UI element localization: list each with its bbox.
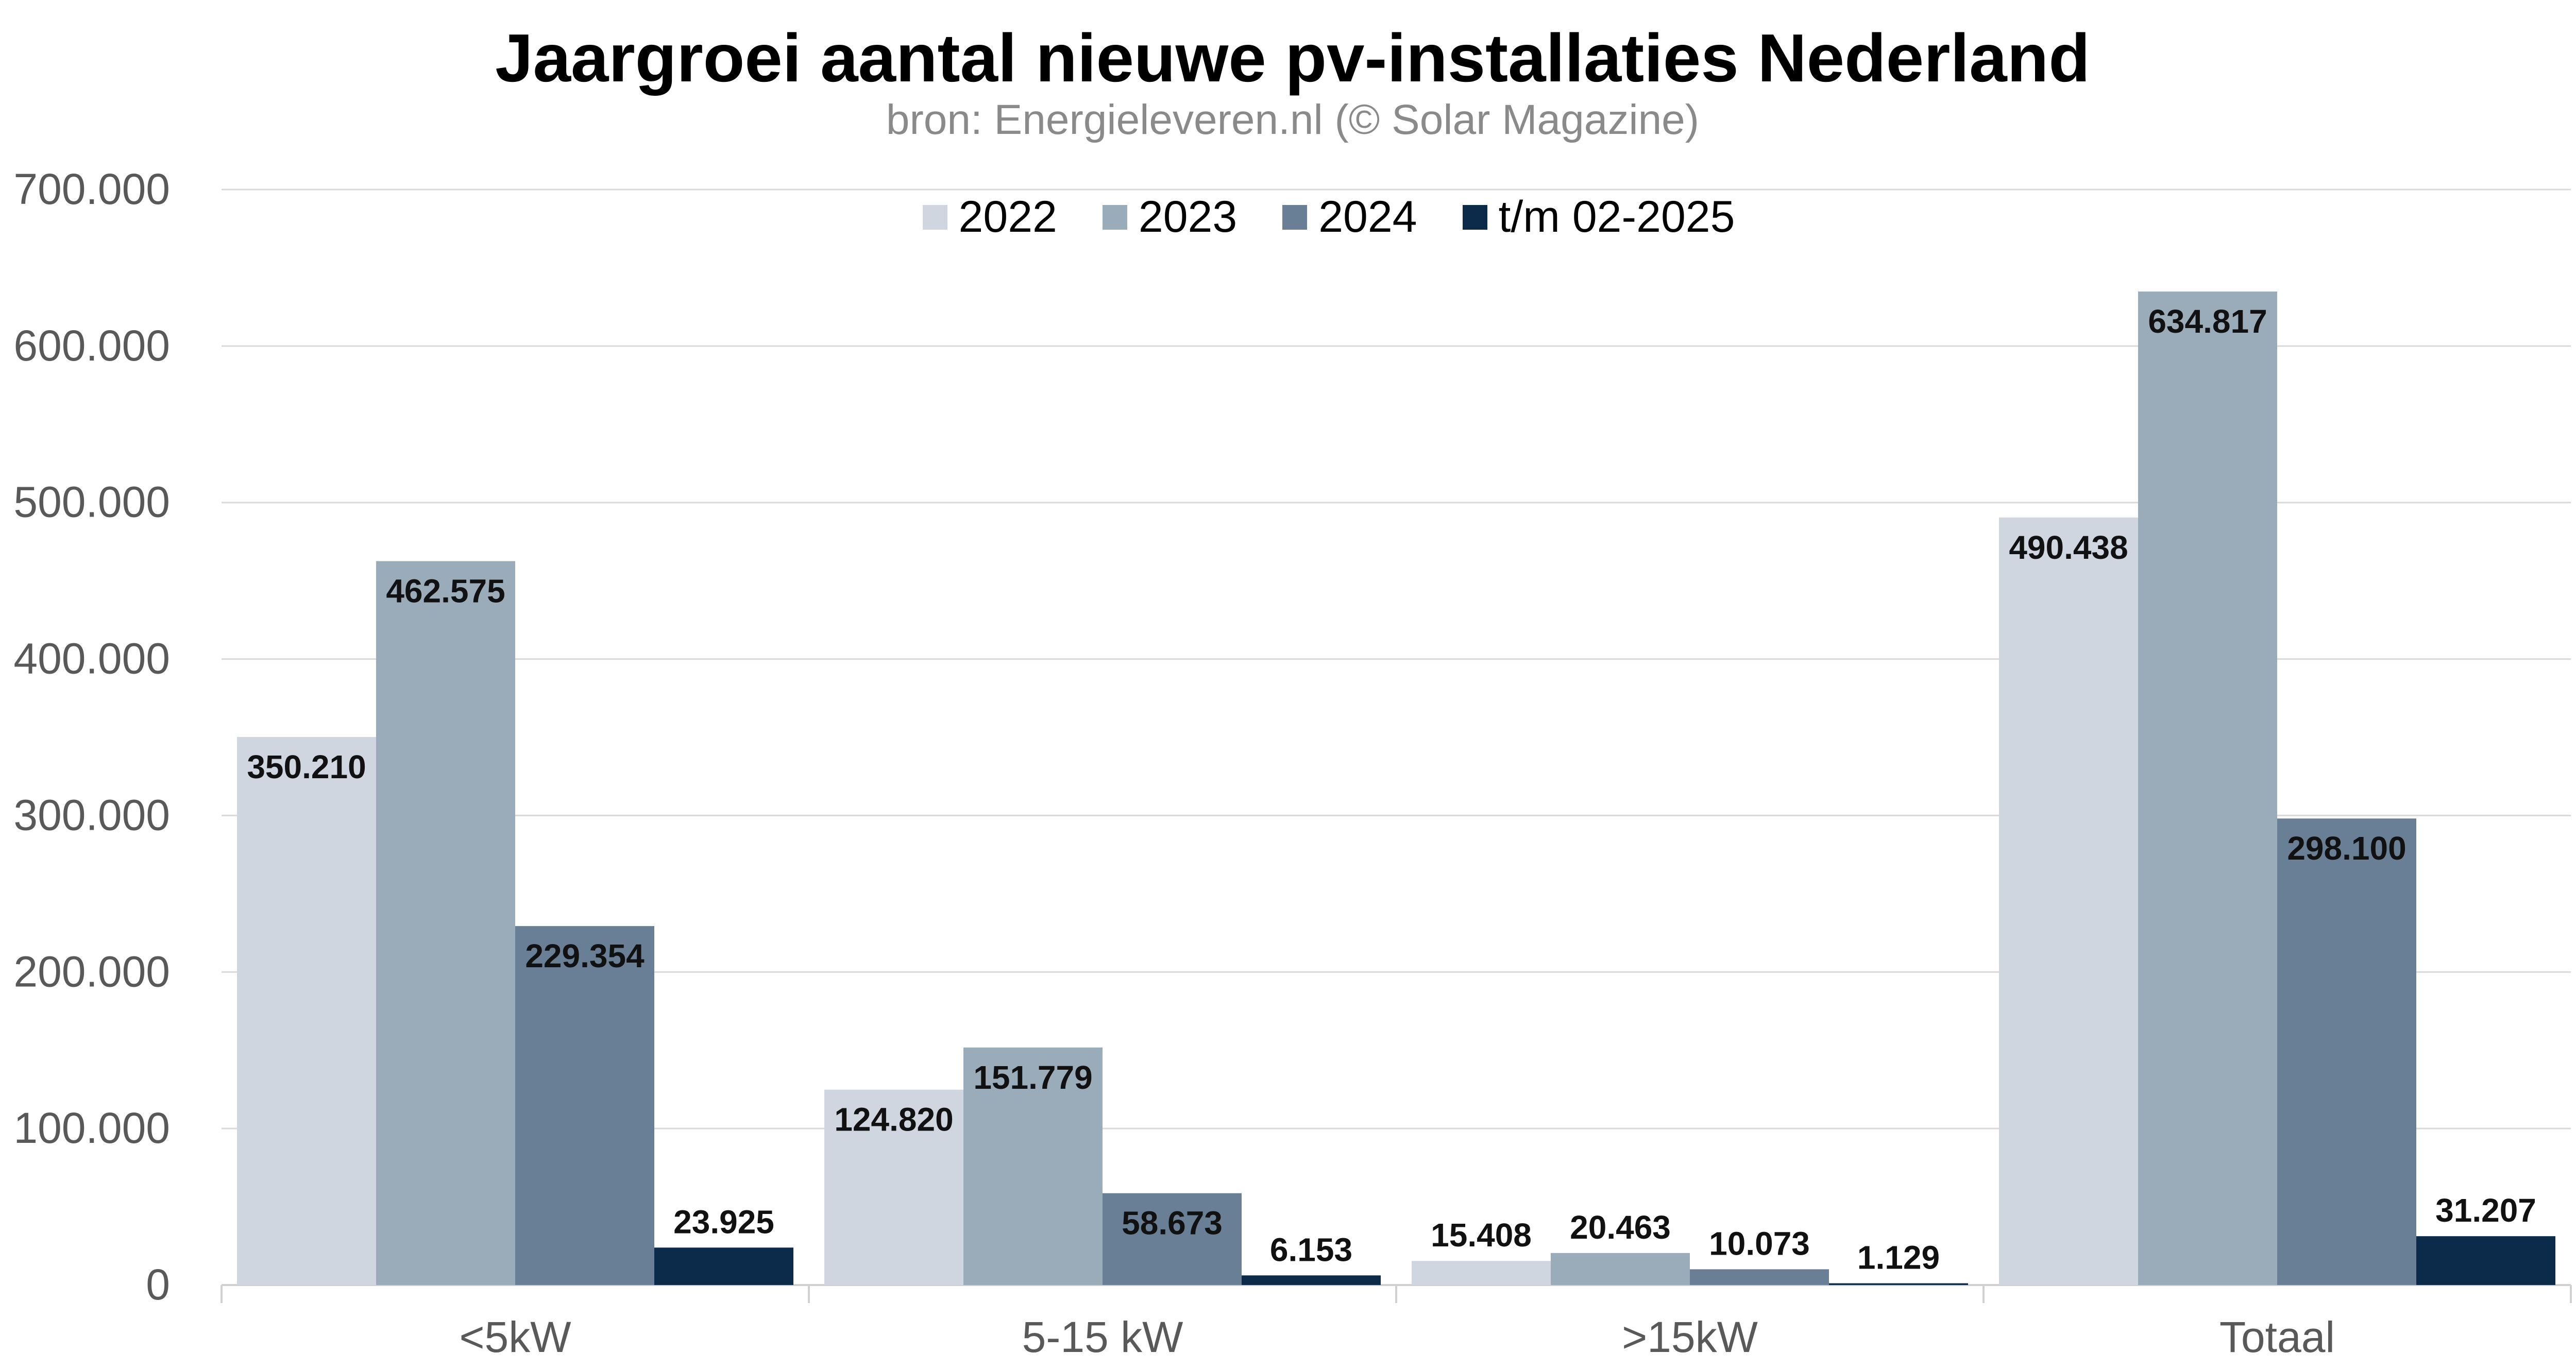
bar-2-1 [1103,1193,1242,1285]
bar-3-0 [654,1247,793,1285]
bar-0-2 [1412,1261,1551,1285]
data-label-1-2: 20.463 [1570,1209,1671,1246]
data-label-0-2: 15.408 [1431,1217,1532,1254]
data-label-1-1: 151.779 [973,1059,1092,1096]
data-label-3-1: 6.153 [1270,1231,1352,1268]
legend-item-2022: 2022 [922,192,1057,243]
x-tick-label-2: >15kW [1622,1313,1758,1361]
x-tick-label-0: <5kW [459,1313,571,1361]
bar-1-2 [1551,1253,1690,1285]
y-tick-label-2: 200.000 [13,947,170,996]
bar-3-3 [2416,1236,2555,1285]
y-tick-label-3: 300.000 [13,791,170,839]
legend: 2022 2023 2024 t/m 02-2025 [0,192,2576,243]
legend-item-2023: 2023 [1102,192,1238,243]
data-label-3-0: 23.925 [673,1203,774,1240]
bar-3-2 [1829,1283,1968,1285]
y-tick-label-5: 500.000 [13,478,170,526]
y-tick-label-0: 0 [146,1260,170,1309]
data-label-3-3: 31.207 [2435,1192,2536,1229]
legend-swatch-2022 [922,204,947,230]
bar-2-3 [2277,818,2416,1285]
y-tick-label-1: 100.000 [13,1104,170,1152]
legend-label-tm-02-2025: t/m 02-2025 [1498,192,1735,242]
x-tick-label-1: 5-15 kW [1022,1313,1183,1361]
bar-1-3 [2138,292,2277,1285]
data-label-1-3: 634.817 [2148,303,2267,340]
bar-2-2 [1690,1269,1829,1285]
data-label-2-3: 298.100 [2287,830,2406,867]
data-label-3-2: 1.129 [1857,1239,1940,1276]
legend-item-2024: 2024 [1282,192,1417,243]
legend-swatch-2023 [1102,204,1127,230]
x-tick-label-3: Totaal [2219,1313,2335,1361]
data-label-0-3: 490.438 [2009,529,2128,566]
data-label-2-2: 10.073 [1709,1225,1810,1262]
bar-3-1 [1242,1275,1381,1285]
legend-label-2022: 2022 [958,192,1057,242]
bar-1-0 [376,561,515,1285]
legend-label-2023: 2023 [1138,192,1238,242]
data-label-2-0: 229.354 [525,937,645,974]
bar-2-0 [515,926,654,1285]
bar-0-3 [1999,517,2138,1286]
bar-0-1 [824,1089,963,1285]
y-tick-label-6: 600.000 [13,321,170,370]
legend-swatch-tm-02-2025 [1462,204,1487,230]
data-label-1-0: 462.575 [386,572,505,609]
legend-swatch-2024 [1282,204,1308,230]
y-tick-label-7: 700.000 [13,165,170,213]
chart-title: Jaargroei aantal nieuwe pv-installaties … [495,20,2090,96]
data-label-0-1: 124.820 [834,1101,953,1138]
chart-subtitle: bron: Energieleveren.nl (© Solar Magazin… [886,96,1700,143]
data-label-0-0: 350.210 [247,748,366,785]
legend-label-2024: 2024 [1318,192,1417,242]
bar-0-0 [237,737,376,1285]
legend-item-tm-02-2025: t/m 02-2025 [1462,192,1735,243]
y-tick-label-4: 400.000 [13,635,170,683]
bar-1-1 [963,1047,1103,1285]
data-label-2-1: 58.673 [1122,1205,1223,1242]
